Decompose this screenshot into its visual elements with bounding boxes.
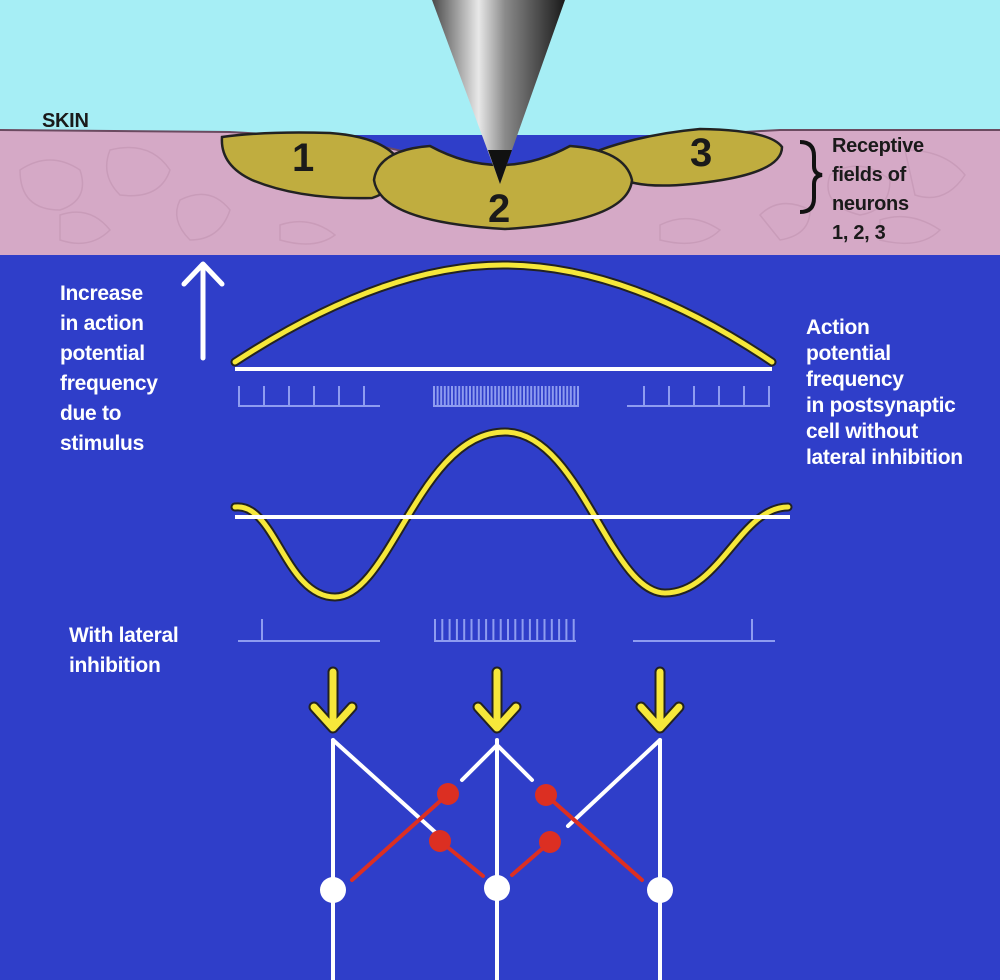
without-inhibition-caption-line: potential — [806, 342, 891, 365]
receptive-fields-caption-line: fields of — [832, 164, 906, 186]
stimulus-caption-line: Increase — [60, 282, 143, 305]
stimulus-caption-line: frequency — [60, 372, 158, 395]
input-arrow-3 — [635, 666, 685, 734]
with-inhibition-caption: With lateral inhibition — [69, 621, 179, 681]
without-inhibition-caption-line: Action — [806, 316, 870, 339]
increase-arrow — [181, 261, 225, 361]
stimulus-caption-line: potential — [60, 342, 145, 365]
input-arrow-1 — [308, 666, 358, 734]
probe-tip — [488, 150, 512, 184]
stimulus-caption-line: due to — [60, 402, 122, 425]
skin-label: SKIN — [42, 110, 89, 132]
stimulus-caption-line: stimulus — [60, 432, 144, 455]
receptive-fields-caption-line: 1, 2, 3 — [832, 222, 886, 244]
without-inhibition-caption-line: frequency — [806, 368, 904, 391]
receptive-field-3-number: 3 — [690, 131, 712, 175]
stimulus-caption-line: in action — [60, 312, 144, 335]
postsynaptic-cells — [320, 875, 673, 903]
neuron-network — [331, 738, 662, 980]
without-inhibition-caption: Action potential frequency in postsynapt… — [806, 315, 963, 471]
without-inhibition-caption-line: cell without — [806, 420, 918, 443]
receptive-field-2 — [372, 144, 634, 231]
receptive-field-2-number: 2 — [488, 187, 510, 231]
spike-train-with-inhibition — [238, 619, 775, 642]
input-arrow-2 — [472, 666, 522, 734]
frequency-curve-with-inhibition — [230, 427, 793, 602]
with-inhibition-caption-line: With lateral — [69, 624, 179, 647]
receptive-fields-bracket — [799, 140, 823, 214]
spike-train-without-inhibition — [238, 386, 770, 407]
without-inhibition-caption-line: lateral inhibition — [806, 446, 963, 469]
stimulus-caption: Increase in action potential frequency d… — [60, 279, 158, 459]
with-inhibition-caption-line: inhibition — [69, 654, 161, 677]
receptive-fields-caption: Receptive fields of neurons 1, 2, 3 — [832, 132, 924, 248]
without-inhibition-caption-line: in postsynaptic — [806, 394, 956, 417]
frequency-curve-without-inhibition-fill — [232, 262, 775, 365]
receptive-field-1-number: 1 — [292, 136, 314, 180]
stimulus-probe — [432, 0, 565, 184]
receptive-fields-caption-line: neurons — [832, 193, 909, 215]
frequency-curve-with-inhibition-fill — [232, 429, 791, 600]
input-arrows — [308, 666, 685, 734]
receptive-fields-caption-line: Receptive — [832, 135, 924, 157]
inhibitory-synapses — [350, 783, 644, 882]
